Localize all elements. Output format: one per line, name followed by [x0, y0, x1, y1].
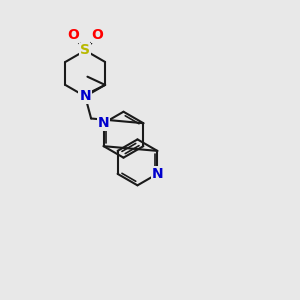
- Text: N: N: [98, 116, 109, 130]
- Text: O: O: [92, 28, 103, 42]
- Text: O: O: [67, 28, 79, 42]
- Text: S: S: [80, 44, 90, 58]
- Text: N: N: [152, 167, 163, 181]
- Text: N: N: [80, 89, 91, 103]
